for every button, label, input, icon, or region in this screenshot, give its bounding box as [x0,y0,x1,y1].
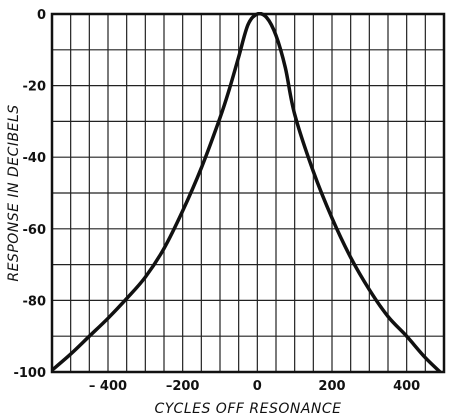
x-axis-title: CYCLES OFF RESONANCE [154,401,341,417]
x-tick-label: –200 [166,379,200,394]
grid [52,14,444,372]
x-tick-label: 400 [393,379,420,394]
x-tick-label: 200 [318,379,345,394]
tick-labels: – 400 –200 0 200 400 0 -20 -40 -60 -80 -100 [13,8,420,394]
y-tick-label: 0 [37,8,46,23]
y-tick-label: -40 [23,151,47,166]
y-axis-title: RESPONSE IN DECIBELS [6,104,22,281]
x-tick-label: 0 [253,379,262,394]
x-tick-label: – 400 [89,379,127,394]
y-tick-label: -20 [23,80,47,95]
y-tick-label: -60 [23,223,47,238]
y-tick-label: -80 [23,294,47,309]
series-layer [52,12,443,372]
plot-frame [50,12,446,374]
y-tick-label: -100 [13,366,46,381]
response-curve [52,12,443,372]
